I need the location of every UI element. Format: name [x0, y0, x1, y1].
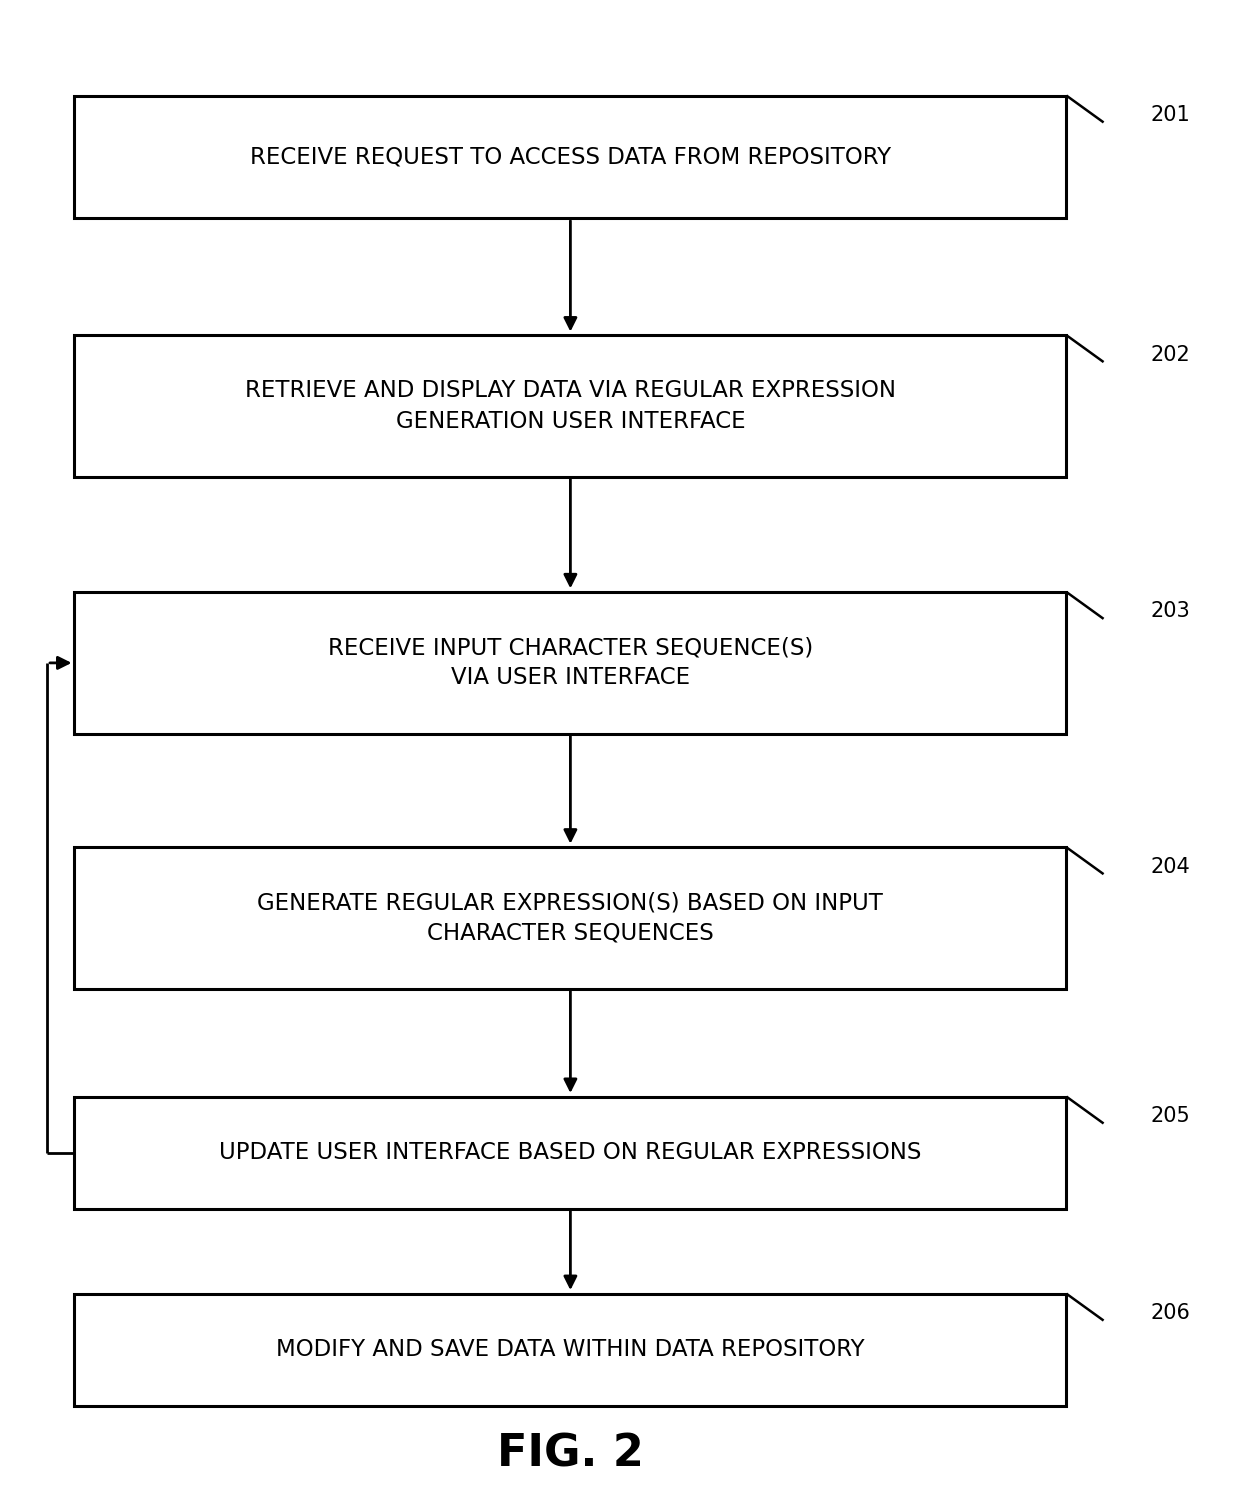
Text: FIG. 2: FIG. 2: [497, 1433, 644, 1475]
Text: 206: 206: [1151, 1303, 1190, 1323]
Text: GENERATE REGULAR EXPRESSION(S) BASED ON INPUT
CHARACTER SEQUENCES: GENERATE REGULAR EXPRESSION(S) BASED ON …: [258, 891, 883, 945]
Text: MODIFY AND SAVE DATA WITHIN DATA REPOSITORY: MODIFY AND SAVE DATA WITHIN DATA REPOSIT…: [277, 1338, 864, 1362]
Text: 204: 204: [1151, 857, 1190, 876]
Text: 203: 203: [1151, 602, 1190, 621]
Text: 201: 201: [1151, 105, 1190, 125]
FancyBboxPatch shape: [74, 336, 1066, 478]
Text: RECEIVE INPUT CHARACTER SEQUENCE(S)
VIA USER INTERFACE: RECEIVE INPUT CHARACTER SEQUENCE(S) VIA …: [327, 636, 813, 690]
FancyBboxPatch shape: [74, 1096, 1066, 1209]
FancyBboxPatch shape: [74, 96, 1066, 218]
Text: RECEIVE REQUEST TO ACCESS DATA FROM REPOSITORY: RECEIVE REQUEST TO ACCESS DATA FROM REPO…: [249, 145, 892, 169]
FancyBboxPatch shape: [74, 591, 1066, 733]
Text: RETRIEVE AND DISPLAY DATA VIA REGULAR EXPRESSION
GENERATION USER INTERFACE: RETRIEVE AND DISPLAY DATA VIA REGULAR EX…: [244, 379, 895, 433]
Text: 205: 205: [1151, 1106, 1190, 1126]
Text: 202: 202: [1151, 345, 1190, 364]
Text: UPDATE USER INTERFACE BASED ON REGULAR EXPRESSIONS: UPDATE USER INTERFACE BASED ON REGULAR E…: [219, 1141, 921, 1165]
FancyBboxPatch shape: [74, 848, 1066, 988]
FancyBboxPatch shape: [74, 1293, 1066, 1406]
